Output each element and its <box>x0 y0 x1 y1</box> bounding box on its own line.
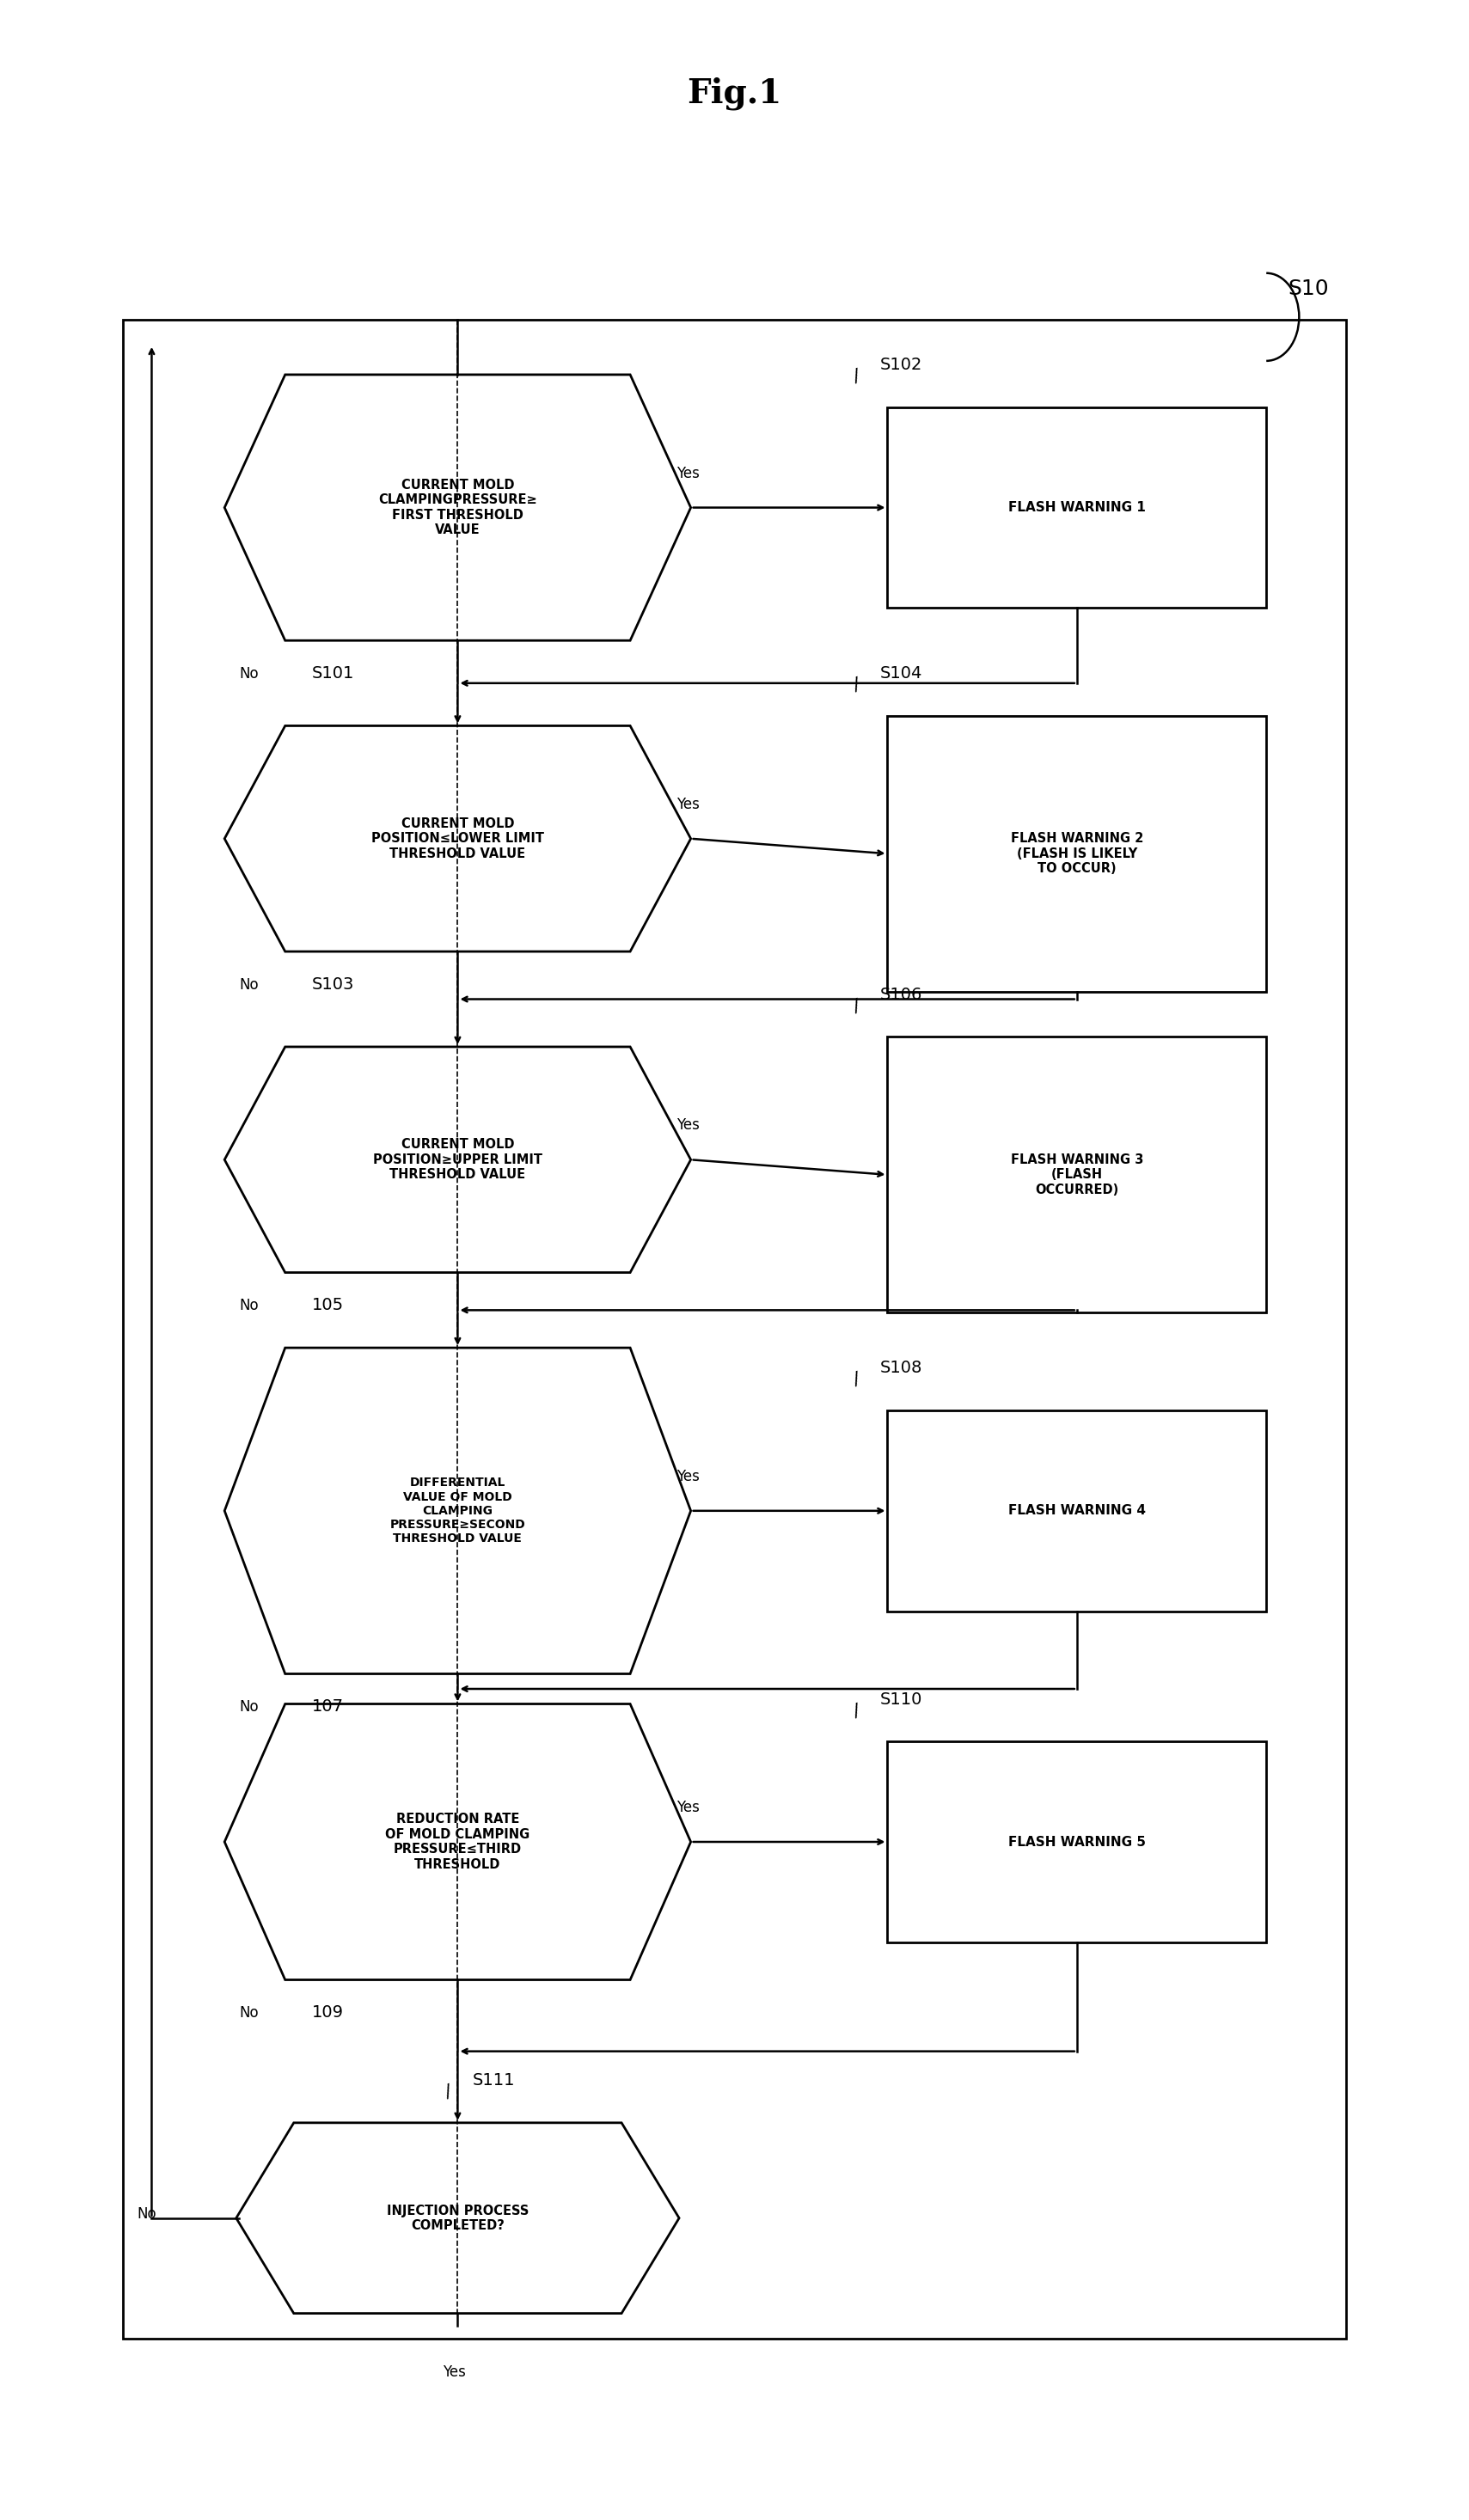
Text: /: / <box>851 675 862 693</box>
Text: No: No <box>239 1698 259 1716</box>
Text: S10: S10 <box>1288 280 1329 300</box>
Text: /: / <box>444 2084 454 2102</box>
Polygon shape <box>225 375 690 640</box>
Text: No: No <box>239 2006 259 2021</box>
Polygon shape <box>225 1348 690 1673</box>
FancyBboxPatch shape <box>887 1036 1266 1313</box>
Text: /: / <box>851 1371 862 1389</box>
Text: 109: 109 <box>311 2003 344 2021</box>
Text: S103: S103 <box>311 975 354 993</box>
Text: 105: 105 <box>311 1298 344 1313</box>
Text: Yes: Yes <box>676 1116 699 1134</box>
Polygon shape <box>237 2122 679 2313</box>
Text: Fig.1: Fig.1 <box>687 78 782 111</box>
Text: Yes: Yes <box>444 2364 466 2379</box>
Text: DIFFERENTIAL
VALUE OF MOLD
CLAMPING
PRESSURE≥SECOND
THRESHOLD VALUE: DIFFERENTIAL VALUE OF MOLD CLAMPING PRES… <box>389 1477 526 1545</box>
FancyBboxPatch shape <box>887 408 1266 607</box>
Text: No: No <box>239 978 259 993</box>
Text: S108: S108 <box>880 1361 923 1376</box>
Text: REDUCTION RATE
OF MOLD CLAMPING
PRESSURE≤THIRD
THRESHOLD: REDUCTION RATE OF MOLD CLAMPING PRESSURE… <box>385 1812 530 1870</box>
Text: Yes: Yes <box>676 1469 699 1484</box>
Polygon shape <box>225 1046 690 1273</box>
Text: S101: S101 <box>311 665 354 680</box>
Text: Yes: Yes <box>676 466 699 481</box>
Text: FLASH WARNING 1: FLASH WARNING 1 <box>1008 501 1146 514</box>
Text: CURRENT MOLD
POSITION≥UPPER LIMIT
THRESHOLD VALUE: CURRENT MOLD POSITION≥UPPER LIMIT THRESH… <box>373 1139 542 1182</box>
Text: FLASH WARNING 4: FLASH WARNING 4 <box>1008 1504 1146 1517</box>
Text: CURRENT MOLD
CLAMPINGPRESSURE≥
FIRST THRESHOLD
VALUE: CURRENT MOLD CLAMPINGPRESSURE≥ FIRST THR… <box>378 479 538 537</box>
Polygon shape <box>225 726 690 953</box>
Text: Yes: Yes <box>676 1799 699 1814</box>
Text: Yes: Yes <box>676 796 699 811</box>
FancyBboxPatch shape <box>887 1741 1266 1943</box>
Text: S110: S110 <box>880 1691 923 1709</box>
Text: No: No <box>137 2205 157 2223</box>
Text: CURRENT MOLD
POSITION≤LOWER LIMIT
THRESHOLD VALUE: CURRENT MOLD POSITION≤LOWER LIMIT THRESH… <box>372 816 544 859</box>
Text: /: / <box>851 998 862 1016</box>
Text: /: / <box>851 1701 862 1721</box>
Text: FLASH WARNING 2
(FLASH IS LIKELY
TO OCCUR): FLASH WARNING 2 (FLASH IS LIKELY TO OCCU… <box>1011 832 1143 874</box>
Text: /: / <box>851 368 862 386</box>
Text: S111: S111 <box>472 2071 514 2089</box>
Text: No: No <box>239 1298 259 1313</box>
Text: No: No <box>239 665 259 680</box>
Polygon shape <box>225 1704 690 1981</box>
Text: S106: S106 <box>880 985 923 1003</box>
Text: 107: 107 <box>311 1698 344 1716</box>
Text: S104: S104 <box>880 665 923 680</box>
Text: S102: S102 <box>880 358 923 373</box>
FancyBboxPatch shape <box>887 716 1266 993</box>
Text: INJECTION PROCESS
COMPLETED?: INJECTION PROCESS COMPLETED? <box>386 2205 529 2233</box>
Text: FLASH WARNING 5: FLASH WARNING 5 <box>1008 1835 1146 1847</box>
Text: FLASH WARNING 3
(FLASH
OCCURRED): FLASH WARNING 3 (FLASH OCCURRED) <box>1011 1154 1143 1197</box>
FancyBboxPatch shape <box>887 1411 1266 1610</box>
Bar <box>122 320 1347 2339</box>
